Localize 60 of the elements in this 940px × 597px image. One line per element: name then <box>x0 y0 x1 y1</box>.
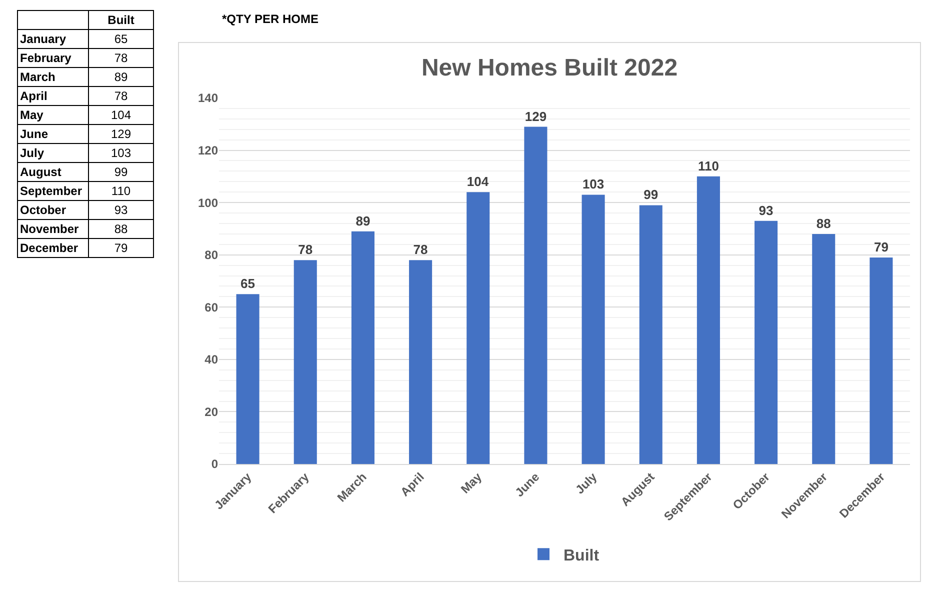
y-tick-label: 100 <box>198 196 218 210</box>
category-label: May <box>18 106 88 124</box>
bar <box>236 294 260 464</box>
bar <box>582 194 605 464</box>
data-label: 103 <box>88 144 154 162</box>
y-tick-label: 140 <box>198 91 218 106</box>
category-label: January <box>18 30 88 48</box>
category-label: February <box>18 48 88 68</box>
category-label: September <box>18 182 88 200</box>
data-label: 79 <box>88 238 154 258</box>
data-label: 88 <box>88 220 154 238</box>
data-label: 129 <box>88 124 154 144</box>
y-tick-label: 60 <box>204 300 218 314</box>
data-label: 110 <box>88 182 154 200</box>
bar <box>524 126 548 464</box>
data-label: 103 <box>582 176 604 192</box>
data-label: 89 <box>356 213 370 228</box>
bar <box>409 260 432 464</box>
bar <box>870 257 893 464</box>
legend-label: Built <box>564 547 600 564</box>
category-label: March <box>18 68 88 86</box>
data-label: 79 <box>874 239 888 254</box>
data-label: 65 <box>88 30 154 48</box>
data-label: 78 <box>298 242 313 258</box>
category-label: October <box>18 200 88 220</box>
category-label: November <box>18 220 88 238</box>
category-label: June <box>18 124 88 144</box>
y-tick-label: 40 <box>204 352 218 367</box>
bar <box>696 176 720 464</box>
category-label: August <box>18 162 88 182</box>
bar <box>754 220 778 464</box>
data-label: 110 <box>698 158 719 174</box>
text: Built <box>88 10 154 30</box>
category-label: December <box>18 238 88 258</box>
bar <box>639 205 662 464</box>
category-label: April <box>18 86 88 106</box>
data-label: 78 <box>88 86 154 106</box>
data-label: 93 <box>88 200 154 220</box>
data-label: 104 <box>88 106 154 124</box>
data-label: 104 <box>466 174 490 190</box>
y-tick-label: 0 <box>211 457 218 472</box>
data-label: 65 <box>240 276 256 292</box>
bar <box>294 260 317 464</box>
bar <box>351 231 374 464</box>
data-label: 78 <box>88 48 154 68</box>
data-label: 89 <box>88 68 154 86</box>
text: *QTY PER HOME <box>222 12 318 26</box>
chart-title: New Homes Built 2022 <box>421 54 678 82</box>
data-label: 99 <box>88 162 154 182</box>
data-label: 93 <box>758 202 774 218</box>
data-label: 129 <box>524 108 547 124</box>
data-label: 78 <box>413 242 428 258</box>
y-tick-label: 20 <box>204 404 218 419</box>
y-tick-label: 80 <box>204 248 218 262</box>
data-label: 99 <box>644 187 658 202</box>
bar <box>466 192 490 464</box>
category-label: July <box>18 144 88 162</box>
data-label: 88 <box>816 216 831 231</box>
bar <box>812 234 836 464</box>
y-tick-label: 120 <box>198 143 218 158</box>
